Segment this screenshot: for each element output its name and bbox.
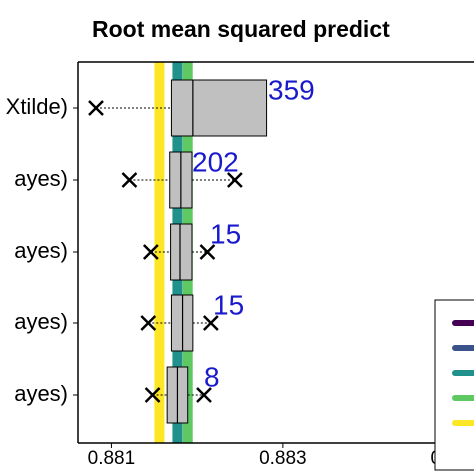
y-tick-label: ayes) [14, 238, 68, 263]
extreme-marker [226, 172, 243, 188]
count-label: 15 [213, 289, 244, 320]
y-tick-label: ayes) [14, 381, 68, 406]
count-label: 359 [268, 74, 315, 105]
extreme-marker [121, 172, 138, 188]
extreme-marker [88, 100, 104, 116]
box [170, 223, 193, 281]
extreme-marker [144, 387, 161, 403]
x-tick-label: 0.883 [259, 448, 307, 469]
extreme-marker [142, 244, 159, 260]
extreme-marker [199, 244, 216, 260]
y-tick-label: ayes) [14, 166, 68, 191]
legend-box [434, 299, 474, 471]
count-label: 15 [210, 218, 241, 249]
x-tick-label: 0.881 [88, 448, 136, 469]
y-tick-label: Xtilde) [6, 94, 68, 119]
count-label: 8 [204, 361, 220, 392]
chart-title: Root mean squared predict [92, 16, 390, 42]
count-label: 202 [192, 146, 239, 177]
extreme-marker [202, 315, 219, 331]
box [170, 79, 268, 137]
y-tick-label: ayes) [14, 309, 68, 334]
extreme-marker [140, 315, 157, 331]
extreme-marker [196, 387, 212, 403]
